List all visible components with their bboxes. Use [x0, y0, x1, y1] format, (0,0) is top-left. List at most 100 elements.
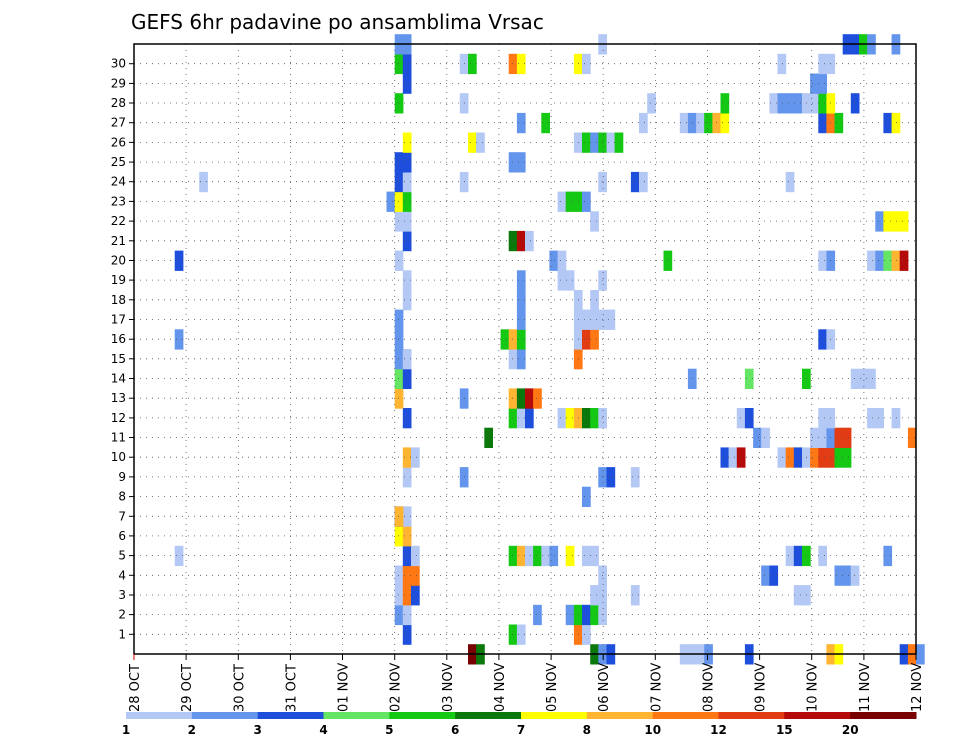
y-tick-label: 8: [118, 490, 126, 504]
heatmap-cell: [525, 408, 534, 429]
x-tick-label: 03 NOV: [441, 663, 456, 712]
heatmap-cell: [394, 506, 404, 527]
y-tick-label: 2: [118, 608, 126, 622]
heatmap-cell: [916, 644, 925, 665]
heatmap-cell: [402, 526, 412, 547]
heatmap-cell: [516, 230, 526, 252]
heatmap-cell: [606, 467, 616, 488]
heatmap-cell: [402, 565, 412, 586]
heatmap-cell: [541, 112, 550, 134]
heatmap-cell: [769, 93, 779, 114]
heatmap-cell: [516, 152, 526, 173]
heatmap-cell: [891, 211, 901, 232]
heatmap-cell: [516, 349, 526, 370]
heatmap-cell: [402, 368, 412, 389]
heatmap-cell: [582, 486, 591, 507]
heatmap-cell: [411, 447, 420, 468]
heatmap-cell: [850, 93, 860, 114]
heatmap-cell: [818, 53, 827, 75]
heatmap-cell: [842, 447, 852, 468]
heatmap-cell: [402, 447, 412, 468]
y-tick-label: 1: [118, 627, 126, 641]
colorbar-label: 2: [188, 723, 196, 737]
heatmap-cell: [891, 112, 901, 134]
heatmap-cell: [875, 250, 884, 271]
x-tick-label: 08 NOV: [702, 663, 717, 712]
heatmap-cell: [533, 388, 542, 409]
heatmap-cell: [508, 545, 518, 567]
heatmap-cell: [394, 171, 404, 193]
heatmap-cell: [850, 565, 860, 586]
heatmap-cell: [582, 191, 591, 212]
colorbar-swatch: [455, 712, 522, 719]
heatmap-cell: [590, 290, 599, 311]
heatmap-cell: [834, 565, 844, 586]
x-tick-label: 29 OCT: [180, 664, 195, 712]
heatmap-cell: [525, 230, 534, 252]
colorbar-swatch: [586, 712, 654, 719]
heatmap-cell: [174, 545, 184, 567]
heatmap-cell: [525, 388, 534, 409]
y-tick-label: 3: [118, 588, 126, 602]
heatmap-cell: [411, 565, 420, 586]
y-tick-label: 22: [111, 214, 126, 228]
x-tick-label: 11 NOV: [858, 663, 873, 712]
colorbar-label: 4: [319, 723, 327, 737]
colorbar-swatch: [126, 712, 193, 719]
heatmap-cell: [859, 368, 868, 389]
heatmap-cell: [899, 250, 909, 271]
y-tick-label: 5: [118, 549, 126, 563]
heatmap-cell: [394, 309, 404, 330]
y-tick-label: 17: [111, 313, 126, 327]
heatmap-cell: [720, 112, 730, 134]
heatmap-cell: [402, 506, 412, 527]
y-tick-label: 19: [111, 273, 126, 287]
heatmap-cell: [394, 526, 404, 547]
x-axis: 28 OCT 29 OCT 30 OCT 31 OCT 01 NOV 02 NOV 03 N…: [128, 654, 925, 712]
y-tick-label: 23: [111, 194, 126, 208]
heatmap-cell: [818, 545, 827, 567]
plot-frame: [133, 43, 917, 655]
heatmap-cell: [875, 408, 884, 429]
x-tick-label: 07 NOV: [649, 663, 664, 712]
x-tick-label: 09 NOV: [754, 663, 769, 712]
heatmap-cell: [590, 211, 599, 232]
heatmap-cell: [639, 171, 648, 193]
colorbar-label: 3: [254, 723, 262, 737]
heatmap-cell: [468, 132, 477, 153]
heatmap-cell: [402, 152, 412, 173]
heatmap-cell: [883, 112, 893, 134]
heatmap-cell: [394, 211, 404, 232]
heatmap-cell: [394, 250, 404, 271]
heatmap-cell: [630, 171, 640, 193]
heatmap-cell: [402, 408, 412, 429]
colorbar-swatch: [784, 712, 851, 719]
heatmap-cell: [630, 585, 640, 606]
heatmap-cell: [720, 93, 730, 114]
heatmap-cell: [744, 408, 754, 429]
y-tick-label: 4: [118, 568, 126, 582]
x-tick-label: 04 NOV: [493, 663, 508, 712]
heatmap-cell: [590, 408, 599, 429]
heatmap-cell: [606, 132, 616, 153]
x-tick-label: 05 NOV: [545, 663, 560, 712]
colorbar: 1 2 3 4 5 6 7 8 10 12 15 20: [122, 712, 917, 737]
colorbar-label: 15: [776, 723, 793, 737]
heatmap-cell: [402, 73, 412, 94]
heatmap-cell: [402, 270, 412, 291]
heatmap-cell: [810, 427, 819, 448]
heatmap-cell: [793, 545, 803, 567]
heatmap-cell: [394, 604, 404, 626]
heatmap-cell: [516, 545, 526, 567]
y-tick-label: 27: [111, 116, 126, 130]
heatmap-cell: [614, 132, 624, 153]
heatmap-cell: [516, 270, 526, 291]
heatmap-cell: [411, 585, 420, 606]
heatmap-cell: [394, 565, 404, 586]
heatmap-cell: [810, 447, 819, 468]
heatmap-cell: [565, 191, 575, 212]
colorbar-label: 10: [644, 723, 661, 737]
heatmap-cell: [394, 93, 404, 114]
heatmap-cell: [639, 112, 648, 134]
